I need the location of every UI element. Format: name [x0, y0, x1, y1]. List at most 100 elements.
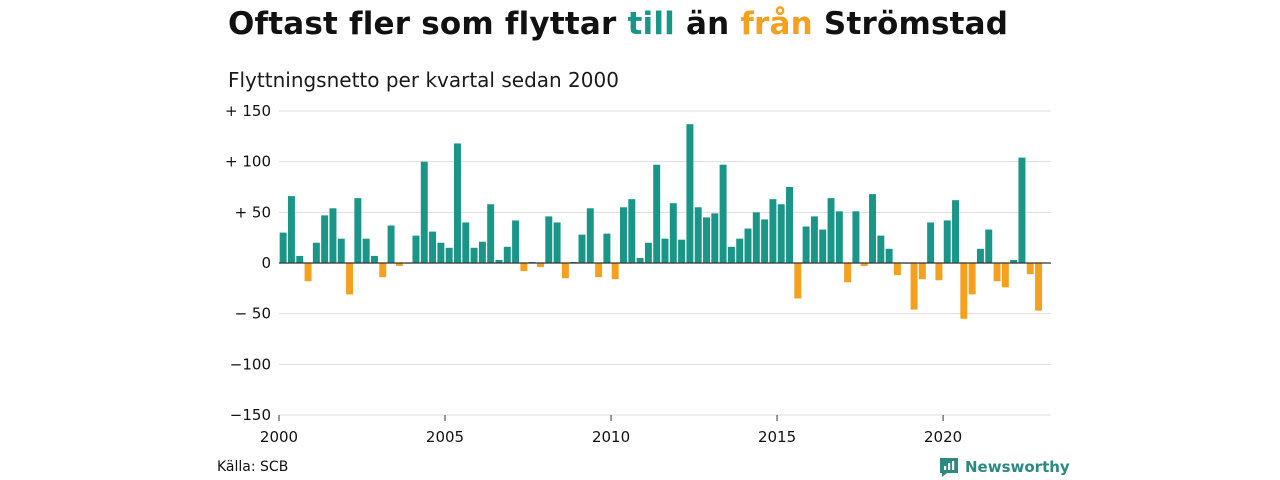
- bar: [370, 255, 378, 263]
- bar: [296, 255, 304, 263]
- bar: [985, 229, 993, 263]
- x-tick-label: 2010: [592, 428, 630, 446]
- bar: [976, 248, 984, 263]
- bar: [669, 203, 677, 263]
- bar: [653, 164, 661, 263]
- bar: [561, 263, 569, 279]
- bar: [512, 220, 520, 263]
- bar: [429, 231, 437, 263]
- bar: [362, 238, 370, 263]
- bar: [736, 238, 744, 263]
- y-tick-label: 0: [261, 254, 271, 272]
- bar: [761, 219, 769, 263]
- bar: [312, 242, 320, 263]
- bar: [537, 263, 544, 268]
- y-axis-ticks: + 150 + 100 + 50 0 − 50 −100 −150: [225, 102, 271, 424]
- bar: [412, 235, 420, 263]
- bar: [752, 212, 760, 263]
- x-axis-ticks: 2000 2005 2010 2015 2020: [260, 415, 962, 446]
- y-tick-label: + 100: [225, 153, 271, 171]
- bar: [354, 198, 362, 263]
- title-word-fran: från: [740, 6, 813, 42]
- bar: [694, 207, 702, 263]
- bar: [769, 199, 777, 263]
- bar: [503, 246, 511, 263]
- bar: [487, 204, 495, 263]
- bar: [578, 234, 586, 263]
- title-text-start: Oftast fler som flyttar: [228, 6, 628, 42]
- bar: [279, 232, 287, 263]
- bar: [1026, 263, 1034, 275]
- bar: [329, 208, 337, 263]
- chart-title: Oftast fler som flyttar till än från Str…: [228, 6, 1008, 42]
- title-text-middle: än: [674, 6, 741, 42]
- bar: [810, 216, 818, 263]
- bar: [844, 263, 852, 283]
- bar: [420, 161, 428, 263]
- bar: [387, 225, 395, 263]
- bar: [644, 242, 652, 263]
- bar: [703, 217, 710, 263]
- brand[interactable]: Newsworthy: [938, 456, 1070, 478]
- x-tick-label: 2005: [426, 428, 464, 446]
- bar: [470, 247, 478, 263]
- bar: [545, 216, 553, 263]
- bar: [960, 263, 968, 319]
- bar: [935, 263, 943, 281]
- x-tick-label: 2020: [924, 428, 962, 446]
- bar: [968, 263, 976, 295]
- bar: [628, 199, 636, 263]
- bar: [993, 263, 1001, 282]
- bar: [395, 263, 403, 267]
- newsworthy-logo-icon: [940, 458, 958, 477]
- bar: [777, 204, 785, 263]
- bar: [1035, 263, 1043, 311]
- bar: [885, 248, 893, 263]
- bar: [893, 263, 901, 276]
- bar: [952, 200, 960, 263]
- bar: [827, 198, 835, 263]
- bar: [321, 215, 329, 263]
- bar: [478, 241, 486, 263]
- bar: [1010, 259, 1018, 263]
- chart-subtitle: Flyttningsnetto per kvartal sedan 2000: [228, 68, 619, 92]
- x-tick-label: 2000: [260, 428, 298, 446]
- bar: [520, 263, 528, 272]
- bar: [346, 263, 354, 295]
- bar: [379, 263, 387, 278]
- bar: [445, 247, 453, 263]
- bar: [686, 124, 694, 263]
- bar: [711, 213, 719, 263]
- y-tick-label: −100: [230, 355, 271, 373]
- y-tick-label: − 50: [235, 305, 271, 323]
- title-text-end: Strömstad: [812, 6, 1009, 42]
- bar: [852, 211, 860, 263]
- bar: [603, 233, 611, 263]
- bar: [586, 208, 594, 263]
- bar: [636, 257, 644, 263]
- bar: [744, 228, 752, 263]
- bar: [661, 238, 669, 263]
- bar: [304, 263, 312, 282]
- bar: [860, 263, 868, 267]
- y-tick-label: + 150: [225, 102, 271, 120]
- bar: [877, 235, 885, 263]
- bar: [620, 207, 627, 263]
- bar: [337, 238, 345, 263]
- bar: [462, 222, 470, 263]
- y-tick-label: −150: [230, 406, 271, 424]
- bar: [802, 226, 810, 263]
- bar: [869, 194, 877, 263]
- bar: [287, 196, 295, 263]
- bar: [835, 211, 843, 263]
- bar: [595, 263, 603, 278]
- bar: [553, 222, 561, 263]
- title-word-till: till: [627, 6, 675, 42]
- x-tick-label: 2015: [758, 428, 796, 446]
- bar: [943, 220, 951, 263]
- bar: [927, 222, 935, 263]
- bar: [794, 263, 802, 299]
- gridlines: [279, 110, 1051, 416]
- bar: [453, 143, 461, 263]
